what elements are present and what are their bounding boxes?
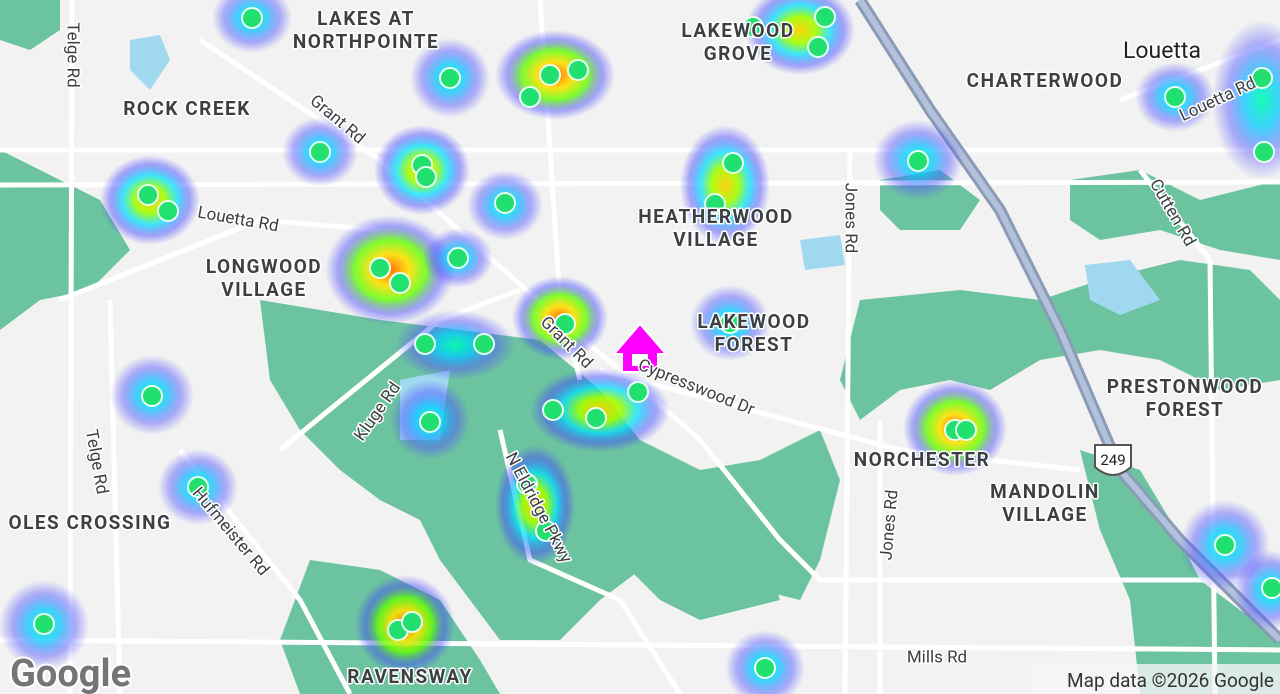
place-label: GROVE [704, 42, 773, 65]
marker[interactable] [241, 7, 263, 29]
road-label: Telge Rd [63, 22, 83, 87]
highway-inner [857, 0, 1280, 643]
marker[interactable] [414, 333, 436, 355]
marker[interactable] [535, 520, 557, 542]
place-label: CHARTERWOOD [967, 69, 1124, 92]
attribution-bg [1032, 664, 1280, 694]
place-label: NORTHPOINTE [293, 30, 439, 53]
marker[interactable] [754, 657, 776, 679]
attribution[interactable]: Map data ©2026 Google [1067, 669, 1274, 692]
marker[interactable] [1214, 534, 1236, 556]
place-label: FOREST [715, 333, 794, 356]
marker[interactable] [627, 381, 649, 403]
place-label: LONGWOOD [206, 255, 322, 278]
marker[interactable] [742, 16, 764, 38]
marker[interactable] [309, 141, 331, 163]
marker[interactable] [722, 152, 744, 174]
road-label: Mills Rd [907, 647, 967, 667]
marker[interactable] [704, 193, 726, 215]
place-label: OLES CROSSING [8, 511, 171, 534]
marker[interactable] [415, 166, 437, 188]
marker[interactable] [807, 36, 829, 58]
place-label: LAKEWOOD [681, 19, 794, 42]
home-icon [611, 322, 669, 373]
marker[interactable] [567, 59, 589, 81]
google-logo[interactable]: Google [8, 650, 133, 694]
place-label: FOREST [1146, 398, 1225, 421]
marker[interactable] [719, 312, 741, 334]
marker[interactable] [401, 611, 423, 633]
marker[interactable] [141, 385, 163, 407]
heat-blob [1235, 550, 1280, 630]
marker[interactable] [1261, 577, 1280, 599]
shield-label: 249 [1100, 451, 1125, 469]
marker[interactable] [1164, 86, 1186, 108]
marker[interactable] [814, 6, 836, 28]
marker[interactable] [516, 473, 538, 495]
marker[interactable] [439, 67, 461, 89]
marker[interactable] [389, 272, 411, 294]
place-label: LAKES AT [317, 7, 415, 30]
city-label: Louetta [1123, 37, 1201, 64]
marker[interactable] [554, 313, 576, 335]
marker[interactable] [369, 257, 391, 279]
place-label: PRESTONWOOD [1107, 375, 1264, 398]
marker[interactable] [1251, 67, 1273, 89]
place-label: LAKEWOOD [697, 310, 810, 333]
marker[interactable] [473, 333, 495, 355]
marker[interactable] [137, 184, 159, 206]
marker[interactable] [955, 419, 977, 441]
marker[interactable] [157, 200, 179, 222]
marker[interactable] [539, 64, 561, 86]
marker[interactable] [585, 407, 607, 429]
place-label: RAVENSWAY [347, 665, 472, 688]
place-label: VILLAGE [221, 278, 306, 301]
place-label: VILLAGE [1002, 503, 1087, 526]
home-window [632, 354, 648, 366]
route-shield: 249 [1094, 444, 1132, 476]
marker[interactable] [494, 192, 516, 214]
marker[interactable] [1253, 141, 1275, 163]
heat-blob [1212, 20, 1280, 180]
place-label: VILLAGE [673, 228, 758, 251]
marker[interactable] [447, 247, 469, 269]
marker[interactable] [542, 399, 564, 421]
heat-blob [680, 125, 770, 245]
marker[interactable] [519, 86, 541, 108]
place-label: ROCK CREEK [123, 97, 251, 120]
heat-blob [395, 310, 515, 380]
place-label: HEATHERWOOD [638, 205, 793, 228]
marker[interactable] [419, 411, 441, 433]
marker[interactable] [907, 150, 929, 172]
markers [33, 6, 1280, 679]
home-marker[interactable] [611, 322, 669, 373]
shield-shape [1094, 444, 1132, 476]
marker[interactable] [33, 613, 55, 635]
place-label: MANDOLIN [990, 480, 1100, 503]
marker[interactable] [187, 476, 209, 498]
road-label: Telge Rd [81, 428, 112, 496]
road-label: Jones Rd [841, 183, 861, 254]
place-label: NORCHESTER [854, 448, 991, 471]
